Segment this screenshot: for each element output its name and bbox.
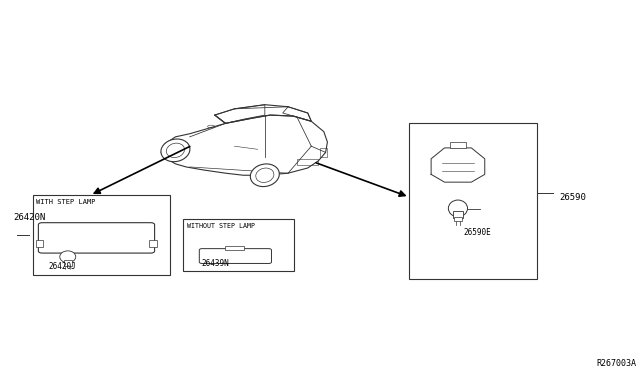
Bar bbox=[450, 142, 466, 148]
Ellipse shape bbox=[449, 200, 467, 217]
Text: 26590: 26590 bbox=[559, 193, 586, 202]
Bar bbox=[33, 195, 170, 275]
Ellipse shape bbox=[207, 125, 215, 128]
Bar bbox=[36, 240, 44, 247]
Bar bbox=[182, 219, 294, 271]
Bar bbox=[453, 211, 463, 218]
Ellipse shape bbox=[161, 139, 190, 162]
Bar bbox=[410, 123, 537, 279]
Bar bbox=[454, 217, 462, 221]
Ellipse shape bbox=[250, 164, 279, 187]
Text: WITH STEP LAMP: WITH STEP LAMP bbox=[36, 199, 95, 205]
Bar bbox=[320, 148, 328, 157]
Bar bbox=[64, 260, 72, 266]
Text: 26590E: 26590E bbox=[464, 228, 492, 237]
Ellipse shape bbox=[166, 143, 184, 158]
Text: 26439N: 26439N bbox=[202, 259, 230, 267]
Ellipse shape bbox=[60, 251, 76, 263]
Text: 26420N: 26420N bbox=[13, 213, 45, 222]
Text: 26420J: 26420J bbox=[49, 262, 76, 271]
FancyBboxPatch shape bbox=[199, 248, 271, 263]
Bar bbox=[225, 246, 244, 250]
FancyBboxPatch shape bbox=[38, 223, 155, 253]
Text: WITHOUT STEP LAMP: WITHOUT STEP LAMP bbox=[187, 223, 255, 229]
Bar bbox=[150, 240, 157, 247]
Ellipse shape bbox=[256, 168, 274, 182]
Bar bbox=[297, 158, 319, 165]
Text: R267003A: R267003A bbox=[596, 359, 636, 368]
